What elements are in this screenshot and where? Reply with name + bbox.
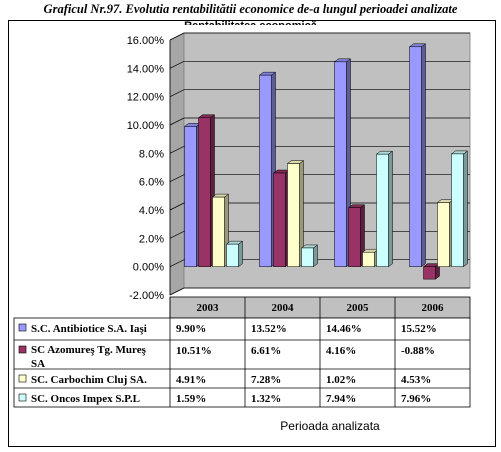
legend-label: SC. Carbochim Cluj SA. — [31, 374, 147, 386]
gridline — [169, 287, 470, 296]
bar — [362, 251, 375, 267]
data-label: 10.51% — [176, 345, 212, 357]
bar-side — [463, 150, 468, 268]
data-label: 1.59% — [176, 393, 206, 405]
gridline — [169, 89, 470, 97]
bar — [259, 74, 272, 267]
y-tick-label: -2.00% — [129, 290, 164, 302]
bar — [226, 243, 239, 267]
category-label: 2005 — [347, 302, 370, 314]
y-tick-label: 4.0% — [139, 205, 164, 217]
bar — [409, 46, 422, 267]
chart-subtitle: Rentabilitatea economică — [0, 16, 501, 25]
bar — [451, 153, 464, 267]
bar — [198, 117, 211, 267]
bar — [301, 247, 314, 267]
bar-side — [421, 43, 426, 268]
y-tick-label: 8.0% — [139, 148, 164, 160]
legend-label: SC Azomureş Tg. Mureş SA — [31, 344, 147, 370]
category-label: 2004 — [272, 302, 295, 314]
data-label: 6.61% — [251, 345, 281, 357]
bar-side — [313, 244, 318, 268]
bar-side — [238, 240, 243, 268]
table-body-bg — [13, 317, 471, 408]
gridline — [169, 117, 470, 126]
bar — [348, 207, 361, 267]
x-axis-title: Perioada analizata — [280, 419, 380, 433]
data-label: 15.52% — [401, 323, 437, 335]
gridline — [169, 174, 470, 182]
gridline — [169, 145, 470, 154]
gridline — [169, 230, 470, 239]
data-label: -0.88% — [401, 345, 435, 357]
bar — [212, 196, 225, 267]
bar — [376, 153, 389, 267]
y-tick-label: 2.0% — [139, 233, 164, 245]
y-tick-label: 10.00% — [127, 120, 165, 132]
legend-key — [18, 323, 27, 332]
data-label: 4.91% — [176, 374, 206, 386]
gridline — [169, 32, 470, 41]
y-tick-label: 0.00% — [133, 262, 164, 274]
category-label: 2003 — [197, 302, 220, 314]
chart-title: Graficul Nr.97. Evolutia rentabilitătii … — [43, 2, 458, 16]
data-label: 14.46% — [326, 323, 362, 335]
bar-side — [388, 150, 393, 268]
y-tick-label: 16.00% — [127, 35, 165, 47]
data-label: 1.32% — [251, 393, 281, 405]
bar — [437, 202, 450, 267]
legend-key — [18, 393, 27, 402]
data-label: 4.16% — [326, 345, 356, 357]
y-tick-label: 14.00% — [127, 63, 165, 75]
gridline — [169, 60, 470, 69]
data-label: 7.96% — [401, 393, 431, 405]
bar — [184, 126, 197, 267]
legend-label: SC. Oncos Impex S.P.L — [31, 393, 140, 405]
category-label: 2006 — [422, 302, 445, 314]
gridline — [169, 202, 470, 211]
data-label: 7.28% — [251, 374, 281, 386]
data-label: 4.53% — [401, 374, 431, 386]
legend-key — [18, 374, 27, 383]
legend-label: S.C. Antibiotice S.A. Iaşi — [31, 323, 147, 335]
legend-key — [18, 345, 27, 354]
y-tick-label: 6.0% — [139, 177, 164, 189]
bar — [334, 61, 347, 267]
data-label: 9.90% — [176, 323, 206, 335]
data-label: 1.02% — [326, 374, 356, 386]
bar — [423, 266, 436, 280]
y-tick-label: 12.00% — [127, 92, 165, 104]
data-label: 7.94% — [326, 393, 356, 405]
bar — [287, 163, 300, 267]
plot-side-wall — [169, 32, 185, 296]
data-label: 13.52% — [251, 323, 287, 335]
bar — [273, 172, 286, 267]
